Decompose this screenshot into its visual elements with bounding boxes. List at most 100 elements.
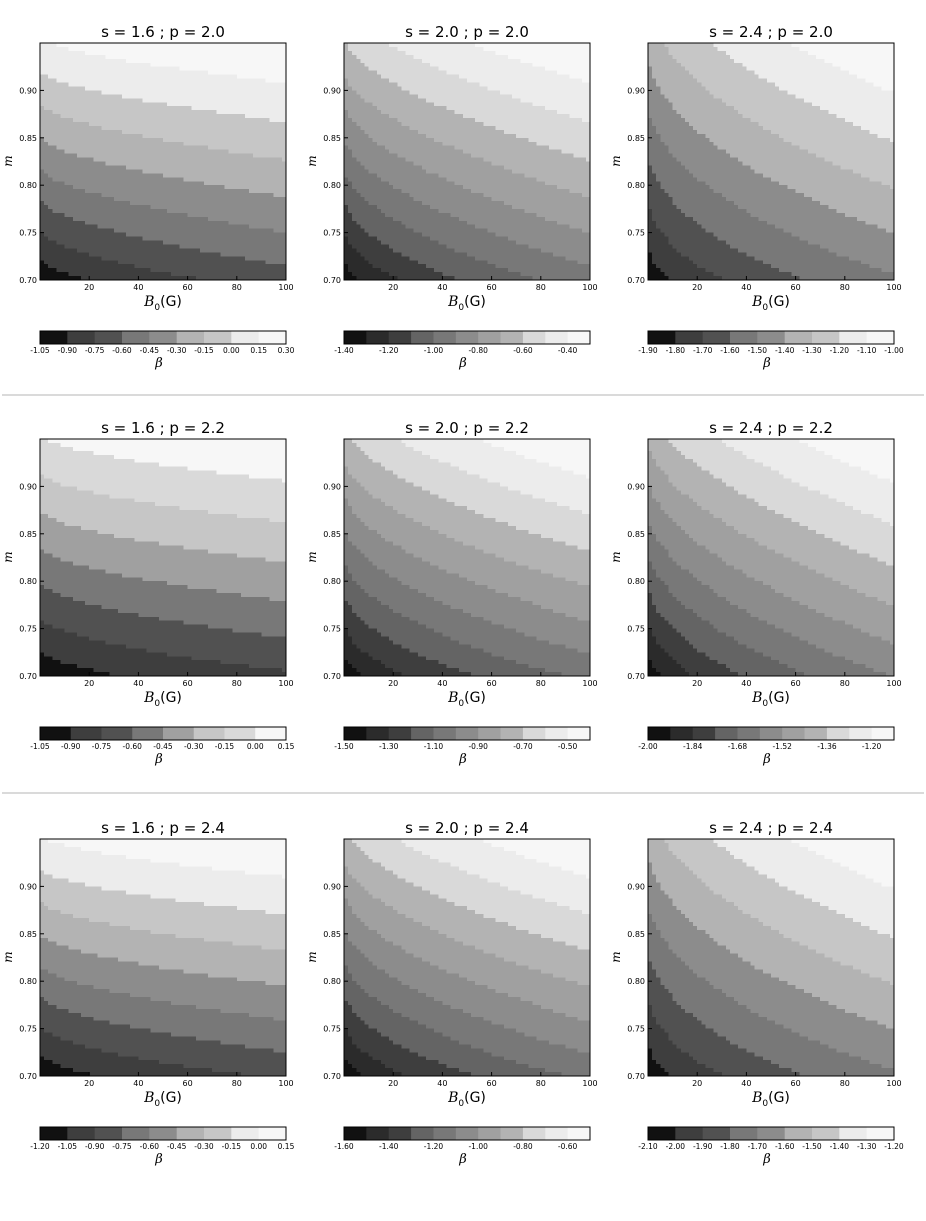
- contour-cell: [533, 67, 538, 72]
- contour-cell: [175, 110, 180, 115]
- contour-cell: [216, 43, 221, 48]
- contour-cell: [216, 71, 221, 76]
- contour-cell: [175, 268, 180, 273]
- contour-cell: [167, 71, 172, 76]
- contour-cell: [147, 252, 152, 257]
- contour-cell: [114, 244, 119, 249]
- contour-cell: [52, 256, 57, 261]
- contour-cell: [155, 142, 160, 147]
- contour-cell: [233, 173, 238, 178]
- contour-cell: [65, 241, 70, 246]
- contour-cell: [471, 47, 476, 52]
- contour-cell: [93, 106, 98, 111]
- contour-cell: [52, 185, 57, 190]
- contour-cell: [406, 90, 411, 95]
- contour-cell: [163, 102, 168, 107]
- contour-cell: [360, 75, 365, 80]
- contour-cell: [48, 150, 53, 155]
- contour-cell: [81, 51, 86, 56]
- contour-cell: [143, 86, 148, 91]
- contour-cell: [225, 122, 230, 127]
- contour-cell: [253, 197, 258, 202]
- contour-cell: [257, 134, 262, 139]
- contour-cell: [220, 197, 225, 202]
- contour-cell: [233, 217, 238, 222]
- contour-cell: [561, 118, 566, 123]
- contour-cell: [397, 51, 402, 56]
- contour-cell: [48, 63, 53, 68]
- contour-cell: [93, 122, 98, 127]
- contour-cell: [48, 79, 53, 84]
- contour-cell: [492, 102, 497, 107]
- contour-cell: [406, 63, 411, 68]
- contour-cell: [471, 79, 476, 84]
- contour-cell: [61, 71, 66, 76]
- contour-cell: [237, 98, 242, 103]
- contour-cell: [471, 102, 476, 107]
- contour-cell: [582, 106, 587, 111]
- contour-cell: [196, 272, 201, 277]
- contour-cell: [504, 90, 509, 95]
- contour-cell: [85, 75, 90, 80]
- contour-cell: [167, 185, 172, 190]
- contour-cell: [179, 252, 184, 257]
- contour-cell: [385, 114, 390, 119]
- contour-cell: [85, 256, 90, 261]
- contour-cell: [184, 237, 189, 242]
- contour-cell: [451, 47, 456, 52]
- contour-cell: [216, 197, 221, 202]
- contour-cell: [270, 173, 275, 178]
- contour-cell: [278, 59, 283, 64]
- contour-cell: [102, 130, 107, 135]
- contour-cell: [561, 75, 566, 80]
- contour-cell: [220, 209, 225, 214]
- contour-cell: [69, 114, 74, 119]
- contour-cell: [114, 201, 119, 206]
- contour-cell: [69, 185, 74, 190]
- contour-cell: [56, 79, 61, 84]
- contour-cell: [266, 43, 271, 48]
- contour-cell: [134, 55, 139, 60]
- contour-cell: [69, 268, 74, 273]
- contour-cell: [97, 205, 102, 210]
- contour-cell: [270, 272, 275, 277]
- contour-cell: [89, 264, 94, 269]
- contour-cell: [143, 225, 148, 230]
- contour-cell: [192, 173, 197, 178]
- contour-cell: [471, 71, 476, 76]
- contour-cell: [196, 264, 201, 269]
- contour-cell: [93, 205, 98, 210]
- contour-cell: [126, 193, 131, 198]
- contour-cell: [393, 67, 398, 72]
- contour-cell: [496, 118, 501, 123]
- contour-cell: [344, 106, 349, 111]
- contour-cell: [65, 264, 70, 269]
- contour-cell: [204, 150, 209, 155]
- contour-cell: [520, 55, 525, 60]
- contour-cell: [418, 67, 423, 72]
- contour-cell: [52, 75, 57, 80]
- contour-cell: [69, 229, 74, 234]
- contour-cell: [229, 237, 234, 242]
- contour-cell: [175, 256, 180, 261]
- contour-cell: [114, 165, 119, 170]
- contour-cell: [110, 221, 115, 226]
- contour-cell: [73, 47, 78, 52]
- contour-cell: [171, 256, 176, 261]
- contour-cell: [360, 122, 365, 127]
- contour-cell: [175, 197, 180, 202]
- contour-cell: [225, 102, 230, 107]
- contour-cell: [266, 189, 271, 194]
- contour-cell: [570, 86, 575, 91]
- contour-cell: [106, 165, 111, 170]
- contour-cell: [56, 67, 61, 72]
- contour-cell: [73, 59, 78, 64]
- contour-cell: [73, 55, 78, 60]
- contour-cell: [237, 209, 242, 214]
- contour-cell: [192, 217, 197, 222]
- contour-cell: [93, 142, 98, 147]
- contour-cell: [508, 51, 513, 56]
- contour-cell: [171, 126, 176, 131]
- contour-cell: [253, 43, 258, 48]
- contour-cell: [373, 126, 378, 131]
